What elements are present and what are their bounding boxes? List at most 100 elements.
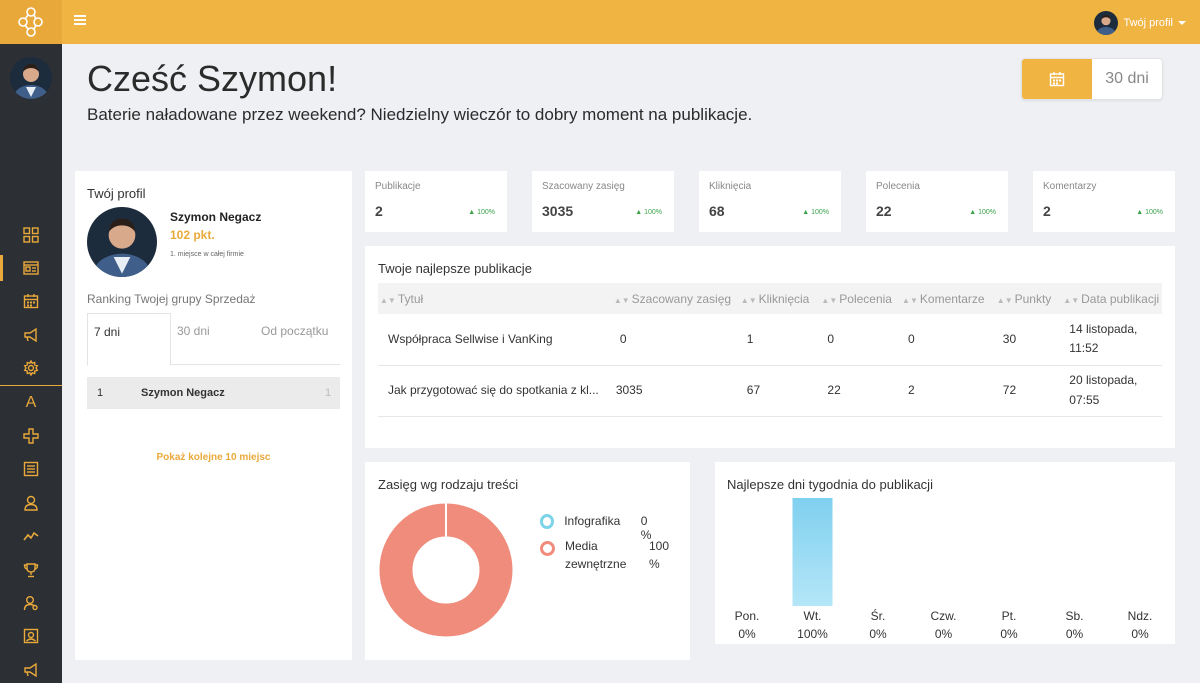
- reach-chart-title: Zasięg wg rodzaju treści: [378, 477, 519, 492]
- megaphone-icon: [24, 327, 37, 343]
- day-value: 0%: [1065, 627, 1084, 641]
- legend-label: Media zewnętrzne: [565, 539, 627, 571]
- show-more-link[interactable]: Pokaż kolejne 10 miejsc: [156, 452, 271, 463]
- column-header-clicks[interactable]: ▲▼ Kliknięcia: [738, 283, 820, 314]
- column-header-reach[interactable]: ▲▼ Szacowany zasięg: [611, 283, 739, 314]
- sidebar-item-users[interactable]: [0, 486, 62, 519]
- day-label: Sb. 0%: [1050, 607, 1100, 643]
- column-header-points[interactable]: ▲▼ Punkty: [994, 283, 1062, 314]
- page-subtitle: Baterie naładowane przez weekend? Niedzi…: [87, 105, 753, 124]
- best-days-bar-chart: [792, 498, 833, 606]
- day-label: Ndz. 0%: [1115, 607, 1165, 643]
- day-name: Ndz.: [1127, 609, 1153, 623]
- sidebar-item-media[interactable]: [0, 620, 62, 653]
- day-name: Sb.: [1065, 609, 1084, 623]
- day-name: Pon.: [734, 609, 760, 623]
- user-search-icon: [23, 595, 38, 611]
- cell-comments: 0: [900, 314, 995, 366]
- trophy-icon: [23, 562, 39, 577]
- cell-date: 20 listopada, 07:55: [1061, 365, 1162, 417]
- day-label: Czw. 0%: [919, 607, 969, 643]
- stat-label: Kliknięcia: [709, 181, 752, 192]
- date-range-selector[interactable]: 30 dni: [1021, 58, 1163, 100]
- sidebar-item-settings[interactable]: [0, 352, 62, 385]
- profile-rank-note: 1. miejsce w całej firmie: [170, 251, 244, 258]
- calendar-button[interactable]: [1022, 59, 1092, 99]
- share-network-icon: [18, 7, 43, 37]
- group-ranking-title: Ranking Twojej grupy Sprzedaż: [87, 292, 256, 306]
- sort-icon: ▲▼: [902, 295, 918, 305]
- sidebar-avatar[interactable]: [10, 57, 52, 99]
- profile-card-title: Twój profil: [87, 186, 146, 201]
- cell-reach: 0: [611, 314, 739, 366]
- stat-card-reach: Szacowany zasięg 3035 ▲ 100%: [532, 171, 674, 232]
- sidebar-item-team[interactable]: [0, 586, 62, 619]
- list-box-icon: [23, 462, 39, 477]
- best-days-card: Najlepsze dni tygodnia do publikacji Pon…: [715, 462, 1175, 644]
- stat-value: 3035: [542, 203, 574, 219]
- sidebar-item-admin[interactable]: A: [0, 386, 62, 419]
- tab-30-days[interactable]: 30 dni: [177, 324, 210, 338]
- tab-all-time[interactable]: Od początku: [261, 324, 329, 338]
- cell-points: 30: [994, 314, 1062, 366]
- sidebar-item-analytics[interactable]: [0, 520, 62, 553]
- sort-icon: ▲▼: [613, 295, 630, 305]
- day-name: Pt.: [1001, 609, 1017, 623]
- profile-name: Szymon Negacz: [170, 210, 262, 224]
- sidebar-item-rewards[interactable]: [0, 553, 62, 586]
- publications-table: ▲▼ Tytuł ▲▼ Szacowany zasięg ▲▼ Kliknięcia …: [378, 283, 1162, 417]
- cell-points: 72: [994, 365, 1062, 417]
- calendar-icon: [1049, 72, 1065, 87]
- sort-icon: ▲▼: [1063, 295, 1080, 305]
- table-row[interactable]: Współpraca Sellwise i VanKing 0 1 0 0 30…: [378, 314, 1162, 366]
- day-value: 0%: [1000, 627, 1018, 641]
- cell-clicks: 1: [738, 314, 820, 366]
- column-header-referrals[interactable]: ▲▼ Polecenia: [819, 283, 901, 314]
- cell-reach: 3035: [611, 365, 739, 417]
- sort-icon: ▲▼: [740, 295, 757, 305]
- sidebar-divider: [0, 384, 62, 386]
- app-logo[interactable]: [0, 0, 62, 44]
- best-days-title: Najlepsze dni tygodnia do publikacji: [727, 477, 933, 492]
- megaphone-icon: [24, 662, 37, 678]
- stat-change: ▲ 100%: [635, 209, 662, 216]
- legend-label: Infografika: [564, 514, 621, 528]
- ranking-tabs: 7 dni 30 dni Od początku: [87, 313, 340, 366]
- column-header-date[interactable]: ▲▼ Data publikacji: [1061, 283, 1162, 314]
- user-badge-icon: [24, 495, 38, 511]
- stat-change: ▲ 100%: [1136, 209, 1163, 216]
- sidebar-item-news[interactable]: [0, 251, 62, 284]
- stat-label: Polecenia: [876, 181, 920, 192]
- stat-card-comments: Komentarzy 2 ▲ 100%: [1033, 171, 1175, 232]
- sidebar-item-announcements[interactable]: [0, 653, 62, 683]
- page-title: Cześć Szymon!: [87, 58, 338, 99]
- sidebar: A: [0, 0, 62, 683]
- column-header-title[interactable]: ▲▼ Tytuł: [378, 283, 612, 314]
- stat-label: Publikacje: [375, 181, 421, 192]
- table-row[interactable]: Jak przygotować się do spotkania z kl...…: [378, 365, 1162, 417]
- hamburger-menu-icon[interactable]: [74, 14, 86, 26]
- stat-value: 2: [375, 203, 383, 219]
- sidebar-item-calendar[interactable]: [0, 285, 62, 318]
- date-range-label: 30 dni: [1105, 70, 1149, 87]
- profile-menu[interactable]: Twój profil: [1094, 11, 1186, 35]
- avatar: [1094, 11, 1119, 35]
- image-frame-icon: [23, 629, 39, 644]
- letter-a-icon: A: [25, 393, 37, 411]
- day-label: Wt. 100%: [788, 607, 838, 643]
- sidebar-item-content[interactable]: [0, 453, 62, 486]
- cell-referrals: 0: [819, 314, 901, 366]
- stat-card-clicks: Kliknięcia 68 ▲ 100%: [699, 171, 841, 232]
- cell-date: 14 listopada, 11:52: [1061, 314, 1162, 366]
- sidebar-item-add[interactable]: [0, 419, 62, 452]
- cell-clicks: 67: [738, 365, 820, 417]
- day-value: 0%: [869, 627, 887, 641]
- tab-7-days[interactable]: 7 dni: [87, 313, 171, 366]
- profile-avatar: [87, 207, 157, 277]
- sidebar-item-dashboard[interactable]: [0, 218, 62, 251]
- sidebar-item-campaigns[interactable]: [0, 318, 62, 351]
- column-header-comments[interactable]: ▲▼ Komentarze: [900, 283, 995, 314]
- grid-icon: [23, 226, 39, 243]
- sort-icon: ▲▼: [821, 295, 838, 305]
- cell-referrals: 22: [819, 365, 901, 417]
